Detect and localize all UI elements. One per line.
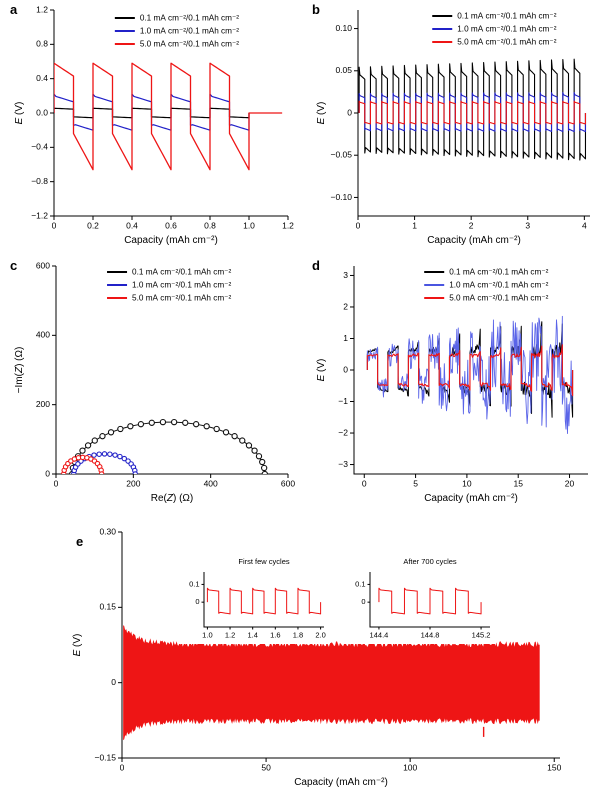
chart-e-inset2 — [344, 556, 496, 644]
panel-c-letter: c — [10, 258, 18, 273]
chart-a — [8, 2, 300, 252]
panel-a: a — [8, 2, 300, 252]
panel-e: e — [66, 528, 576, 796]
panel-d-letter: d — [312, 258, 320, 273]
chart-e-inset1 — [178, 556, 330, 644]
panel-a-letter: a — [10, 2, 18, 17]
panel-b-letter: b — [312, 2, 320, 17]
panel-e-letter: e — [76, 534, 84, 549]
chart-c — [8, 258, 300, 510]
chart-b — [310, 2, 600, 252]
panel-d: d — [310, 258, 600, 510]
panel-e-inset-first-few-cycles — [178, 556, 330, 644]
panel-b: b — [310, 2, 600, 252]
chart-d — [310, 258, 600, 510]
panel-e-inset-after-700-cycles — [344, 556, 496, 644]
panel-c: c — [8, 258, 300, 510]
